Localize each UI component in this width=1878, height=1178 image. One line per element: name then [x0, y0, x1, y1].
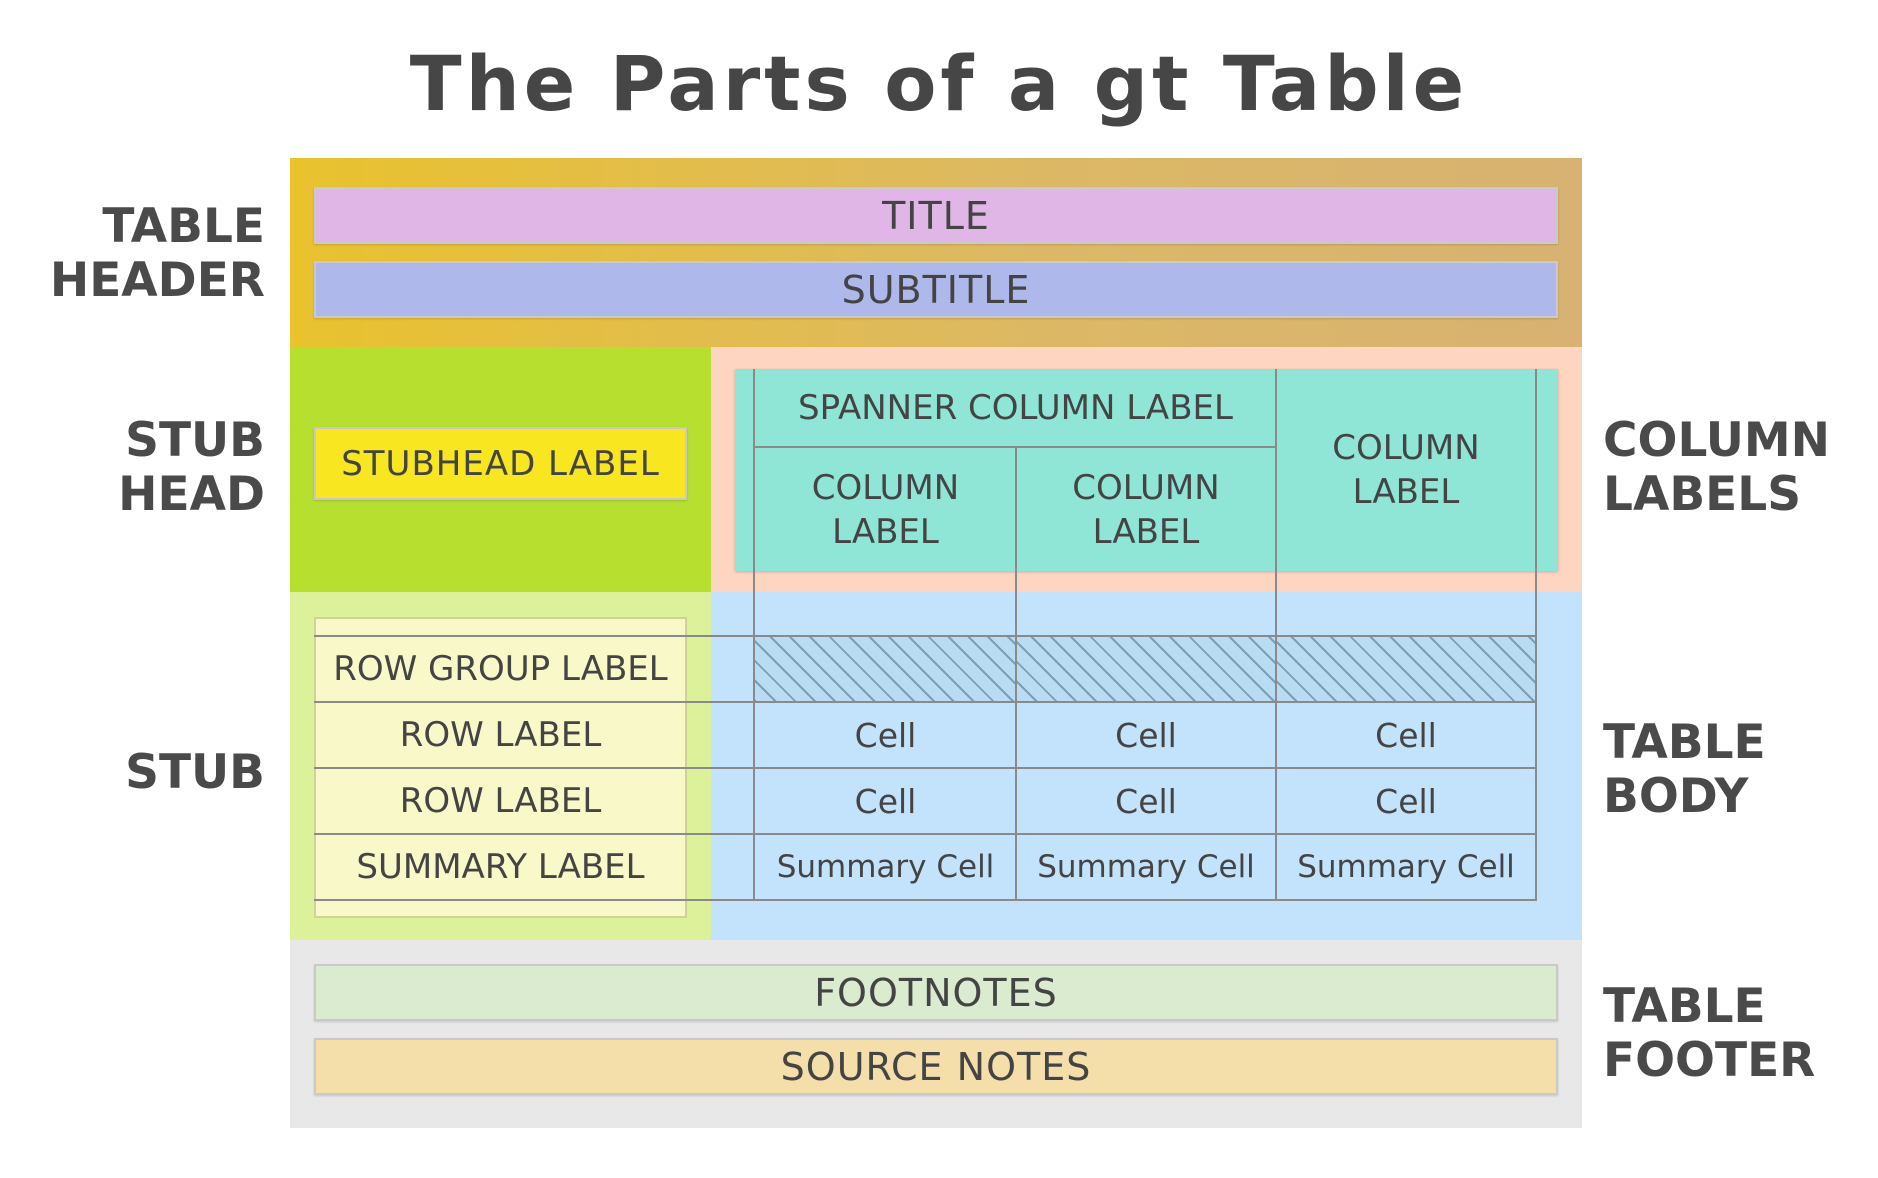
side-label-line: BODY — [1603, 769, 1749, 824]
body-cell: Cell — [1375, 781, 1437, 821]
diagram-title: The Parts of a gt Table — [409, 38, 1469, 128]
column-label-line: COLUMN — [811, 467, 960, 508]
column-label-line: COLUMN — [1072, 467, 1220, 508]
body-cell: Cell — [854, 781, 917, 821]
side-label-column-labels: COLUMN LABELS — [1603, 414, 1843, 522]
grid-line-horizontal — [314, 767, 1537, 769]
footnotes-bar: FOOTNOTES — [314, 964, 1558, 1021]
side-label-line: FOOTER — [1603, 1033, 1816, 1088]
row-group-label: ROW GROUP LABEL — [333, 649, 668, 689]
row-label: ROW LABEL — [399, 781, 602, 821]
summary-cell: Summary Cell — [1297, 849, 1515, 885]
side-label-line: TABLE — [102, 199, 265, 254]
side-label-stub: STUB — [40, 746, 265, 800]
grid-line-vertical — [753, 369, 755, 900]
body-cell: Cell — [1375, 715, 1437, 755]
column-label-line: LABEL — [1092, 511, 1200, 552]
grid-line-horizontal — [314, 701, 1537, 703]
grid-line-horizontal — [314, 833, 1537, 835]
summary-label: SUMMARY LABEL — [356, 847, 645, 887]
side-label-line: STUB — [125, 413, 265, 468]
grid-line-vertical — [1015, 447, 1017, 900]
grid-line-horizontal — [755, 446, 1276, 448]
body-cell: Cell — [1115, 715, 1177, 755]
side-label-line: TABLE — [1603, 715, 1766, 770]
side-label-line: HEADER — [49, 253, 265, 308]
column-label-1: COLUMN LABEL — [755, 448, 1016, 571]
side-label-table-header: TABLE HEADER — [40, 200, 265, 308]
stubhead-label: STUBHEAD LABEL — [314, 427, 687, 500]
subtitle-bar: SUBTITLE — [314, 261, 1558, 318]
column-labels-box — [735, 369, 1558, 571]
side-label-stub-head: STUB HEAD — [40, 414, 265, 522]
row-label: ROW LABEL — [399, 715, 602, 755]
column-label-2: COLUMN LABEL — [1016, 448, 1276, 571]
grid-line-vertical — [1535, 369, 1537, 900]
side-label-line: COLUMN — [1603, 413, 1830, 468]
grid-line-vertical — [1275, 369, 1277, 900]
column-label-3: COLUMN LABEL — [1276, 369, 1536, 571]
side-label-table-footer: TABLE FOOTER — [1603, 980, 1843, 1088]
side-label-line: LABELS — [1603, 467, 1802, 522]
grid-line-horizontal — [314, 635, 1537, 637]
row-group-hatch-cell — [755, 636, 1016, 702]
side-label-table-body: TABLE BODY — [1603, 716, 1843, 824]
title-bar: TITLE — [314, 187, 1558, 244]
spanner-column-label: SPANNER COLUMN LABEL — [798, 388, 1233, 428]
side-label-line: HEAD — [118, 467, 265, 522]
source-notes-bar: SOURCE NOTES — [314, 1038, 1558, 1095]
summary-cell: Summary Cell — [1037, 849, 1255, 885]
summary-cell: Summary Cell — [776, 849, 995, 885]
column-label-line: LABEL — [1352, 472, 1460, 512]
side-label-line: STUB — [125, 745, 265, 800]
column-label-line: COLUMN — [1332, 428, 1480, 468]
grid-line-horizontal — [314, 899, 1537, 901]
side-label-line: TABLE — [1603, 979, 1766, 1034]
body-cell: Cell — [854, 715, 917, 755]
row-group-hatch-cell — [1016, 636, 1276, 702]
row-group-hatch-cell — [1276, 636, 1536, 702]
column-label-line: LABEL — [832, 511, 939, 552]
body-cell: Cell — [1115, 781, 1177, 821]
